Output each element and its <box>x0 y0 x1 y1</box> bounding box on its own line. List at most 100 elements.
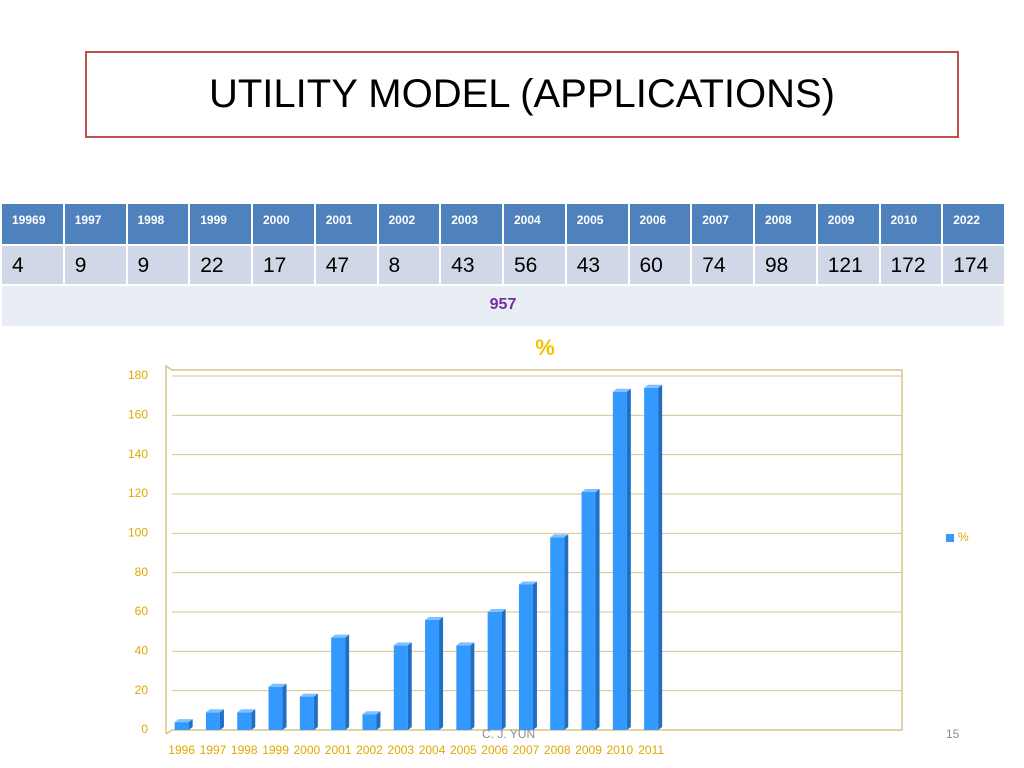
bar <box>362 711 381 730</box>
bar-face <box>251 709 256 730</box>
bar-face <box>439 616 444 730</box>
bar-face <box>456 642 475 646</box>
x-tick-label: 2007 <box>513 743 540 757</box>
bar <box>425 616 444 730</box>
table-header-cell: 1999 <box>190 204 251 246</box>
y-tick-label: 100 <box>128 526 148 540</box>
bar-face <box>407 642 412 730</box>
bar-face <box>174 719 193 723</box>
table-value-cell: 174 <box>943 246 1004 286</box>
bar-face <box>518 584 533 730</box>
bar-face <box>550 534 569 538</box>
bar-face <box>362 714 377 730</box>
bar-face <box>299 693 318 697</box>
table-value-cell: 121 <box>817 246 879 286</box>
table-header-cell: 1997 <box>64 204 126 246</box>
bar <box>237 709 256 730</box>
y-tick-label: 40 <box>135 644 149 658</box>
chart-title: % <box>535 335 555 360</box>
bar <box>487 609 506 730</box>
bar <box>550 534 569 730</box>
table-value-cell: 98 <box>755 246 816 286</box>
table-value-cell: 56 <box>504 246 565 286</box>
bar-face <box>425 619 440 730</box>
table-value-cell: 9 <box>64 246 126 286</box>
table-header-cell: 2006 <box>629 204 691 246</box>
x-tick-label: 2008 <box>544 743 571 757</box>
bar-face <box>174 722 189 730</box>
table-header-cell: 2008 <box>755 204 816 246</box>
y-tick-label: 120 <box>128 486 148 500</box>
x-tick-label: 2004 <box>419 743 446 757</box>
bar-face <box>237 712 252 730</box>
x-tick-label: 2009 <box>575 743 602 757</box>
bar-face <box>268 686 283 730</box>
x-tick-label: 2006 <box>481 743 508 757</box>
table-header-cell: 2004 <box>504 204 565 246</box>
x-tick-label: 2003 <box>387 743 414 757</box>
x-tick-label: 1998 <box>231 743 258 757</box>
bar-face <box>518 581 537 585</box>
x-tick-label: 2005 <box>450 743 477 757</box>
bar-face <box>362 711 381 715</box>
table-header-cell: 2000 <box>253 204 314 246</box>
table-total-row: 957 <box>2 286 1004 326</box>
bar-face <box>658 384 663 730</box>
bar-face <box>595 489 600 730</box>
bar <box>644 384 663 730</box>
table-header-cell: 2010 <box>880 204 942 246</box>
bar <box>456 642 475 730</box>
bar-face <box>487 612 502 730</box>
bar-face <box>581 492 596 730</box>
bar-face <box>331 634 350 638</box>
y-tick-label: 140 <box>128 447 148 461</box>
table-value-row: 4 9 9 22 17 47 8 43 56 43 60 74 98 121 172 174 <box>2 246 1004 286</box>
bar <box>268 683 287 730</box>
bar-face <box>501 609 506 730</box>
bar-face <box>205 712 220 730</box>
table-value-cell: 8 <box>378 246 440 286</box>
bar-face <box>219 709 224 730</box>
table-header-cell: 2022 <box>943 204 1004 246</box>
table-value-cell: 43 <box>566 246 628 286</box>
table-header-cell: 19969 <box>2 204 63 246</box>
x-tick-label: 1997 <box>200 743 227 757</box>
bar-face <box>612 391 627 730</box>
bar <box>174 719 193 730</box>
bar-face <box>282 683 287 730</box>
legend-label: % <box>958 530 969 544</box>
table-header-cell: 2009 <box>817 204 879 246</box>
table-value-cell: 74 <box>692 246 753 286</box>
bar <box>612 388 631 730</box>
bar-face <box>470 642 475 730</box>
y-tick-label: 160 <box>128 408 148 422</box>
bar-face <box>188 719 193 730</box>
table-value-cell: 9 <box>127 246 189 286</box>
y-tick-label: 60 <box>135 604 149 618</box>
table-header-cell: 2003 <box>441 204 502 246</box>
bar-face <box>393 645 408 730</box>
bar-face <box>550 537 565 730</box>
bar-face <box>564 534 569 730</box>
table-header-cell: 2005 <box>566 204 628 246</box>
x-tick-label: 2002 <box>356 743 383 757</box>
bar <box>205 709 224 730</box>
legend-swatch <box>946 534 954 542</box>
x-tick-label: 2010 <box>606 743 633 757</box>
x-tick-label: 2001 <box>325 743 352 757</box>
x-tick-label: 2011 <box>638 743 664 757</box>
bar-face <box>268 683 287 687</box>
table-header-cell: 2007 <box>692 204 753 246</box>
bar-face <box>456 645 471 730</box>
data-table: 19969 1997 1998 1999 2000 2001 2002 2003 2004 200… <box>0 204 1006 326</box>
table-value-cell: 22 <box>190 246 251 286</box>
bar <box>518 581 537 730</box>
bar-face <box>376 711 381 730</box>
bar-face <box>393 642 412 646</box>
bar-face <box>581 489 600 493</box>
bar-face <box>205 709 224 713</box>
bar-face <box>425 616 444 620</box>
bar-face <box>487 609 506 612</box>
table-value-cell: 17 <box>253 246 314 286</box>
